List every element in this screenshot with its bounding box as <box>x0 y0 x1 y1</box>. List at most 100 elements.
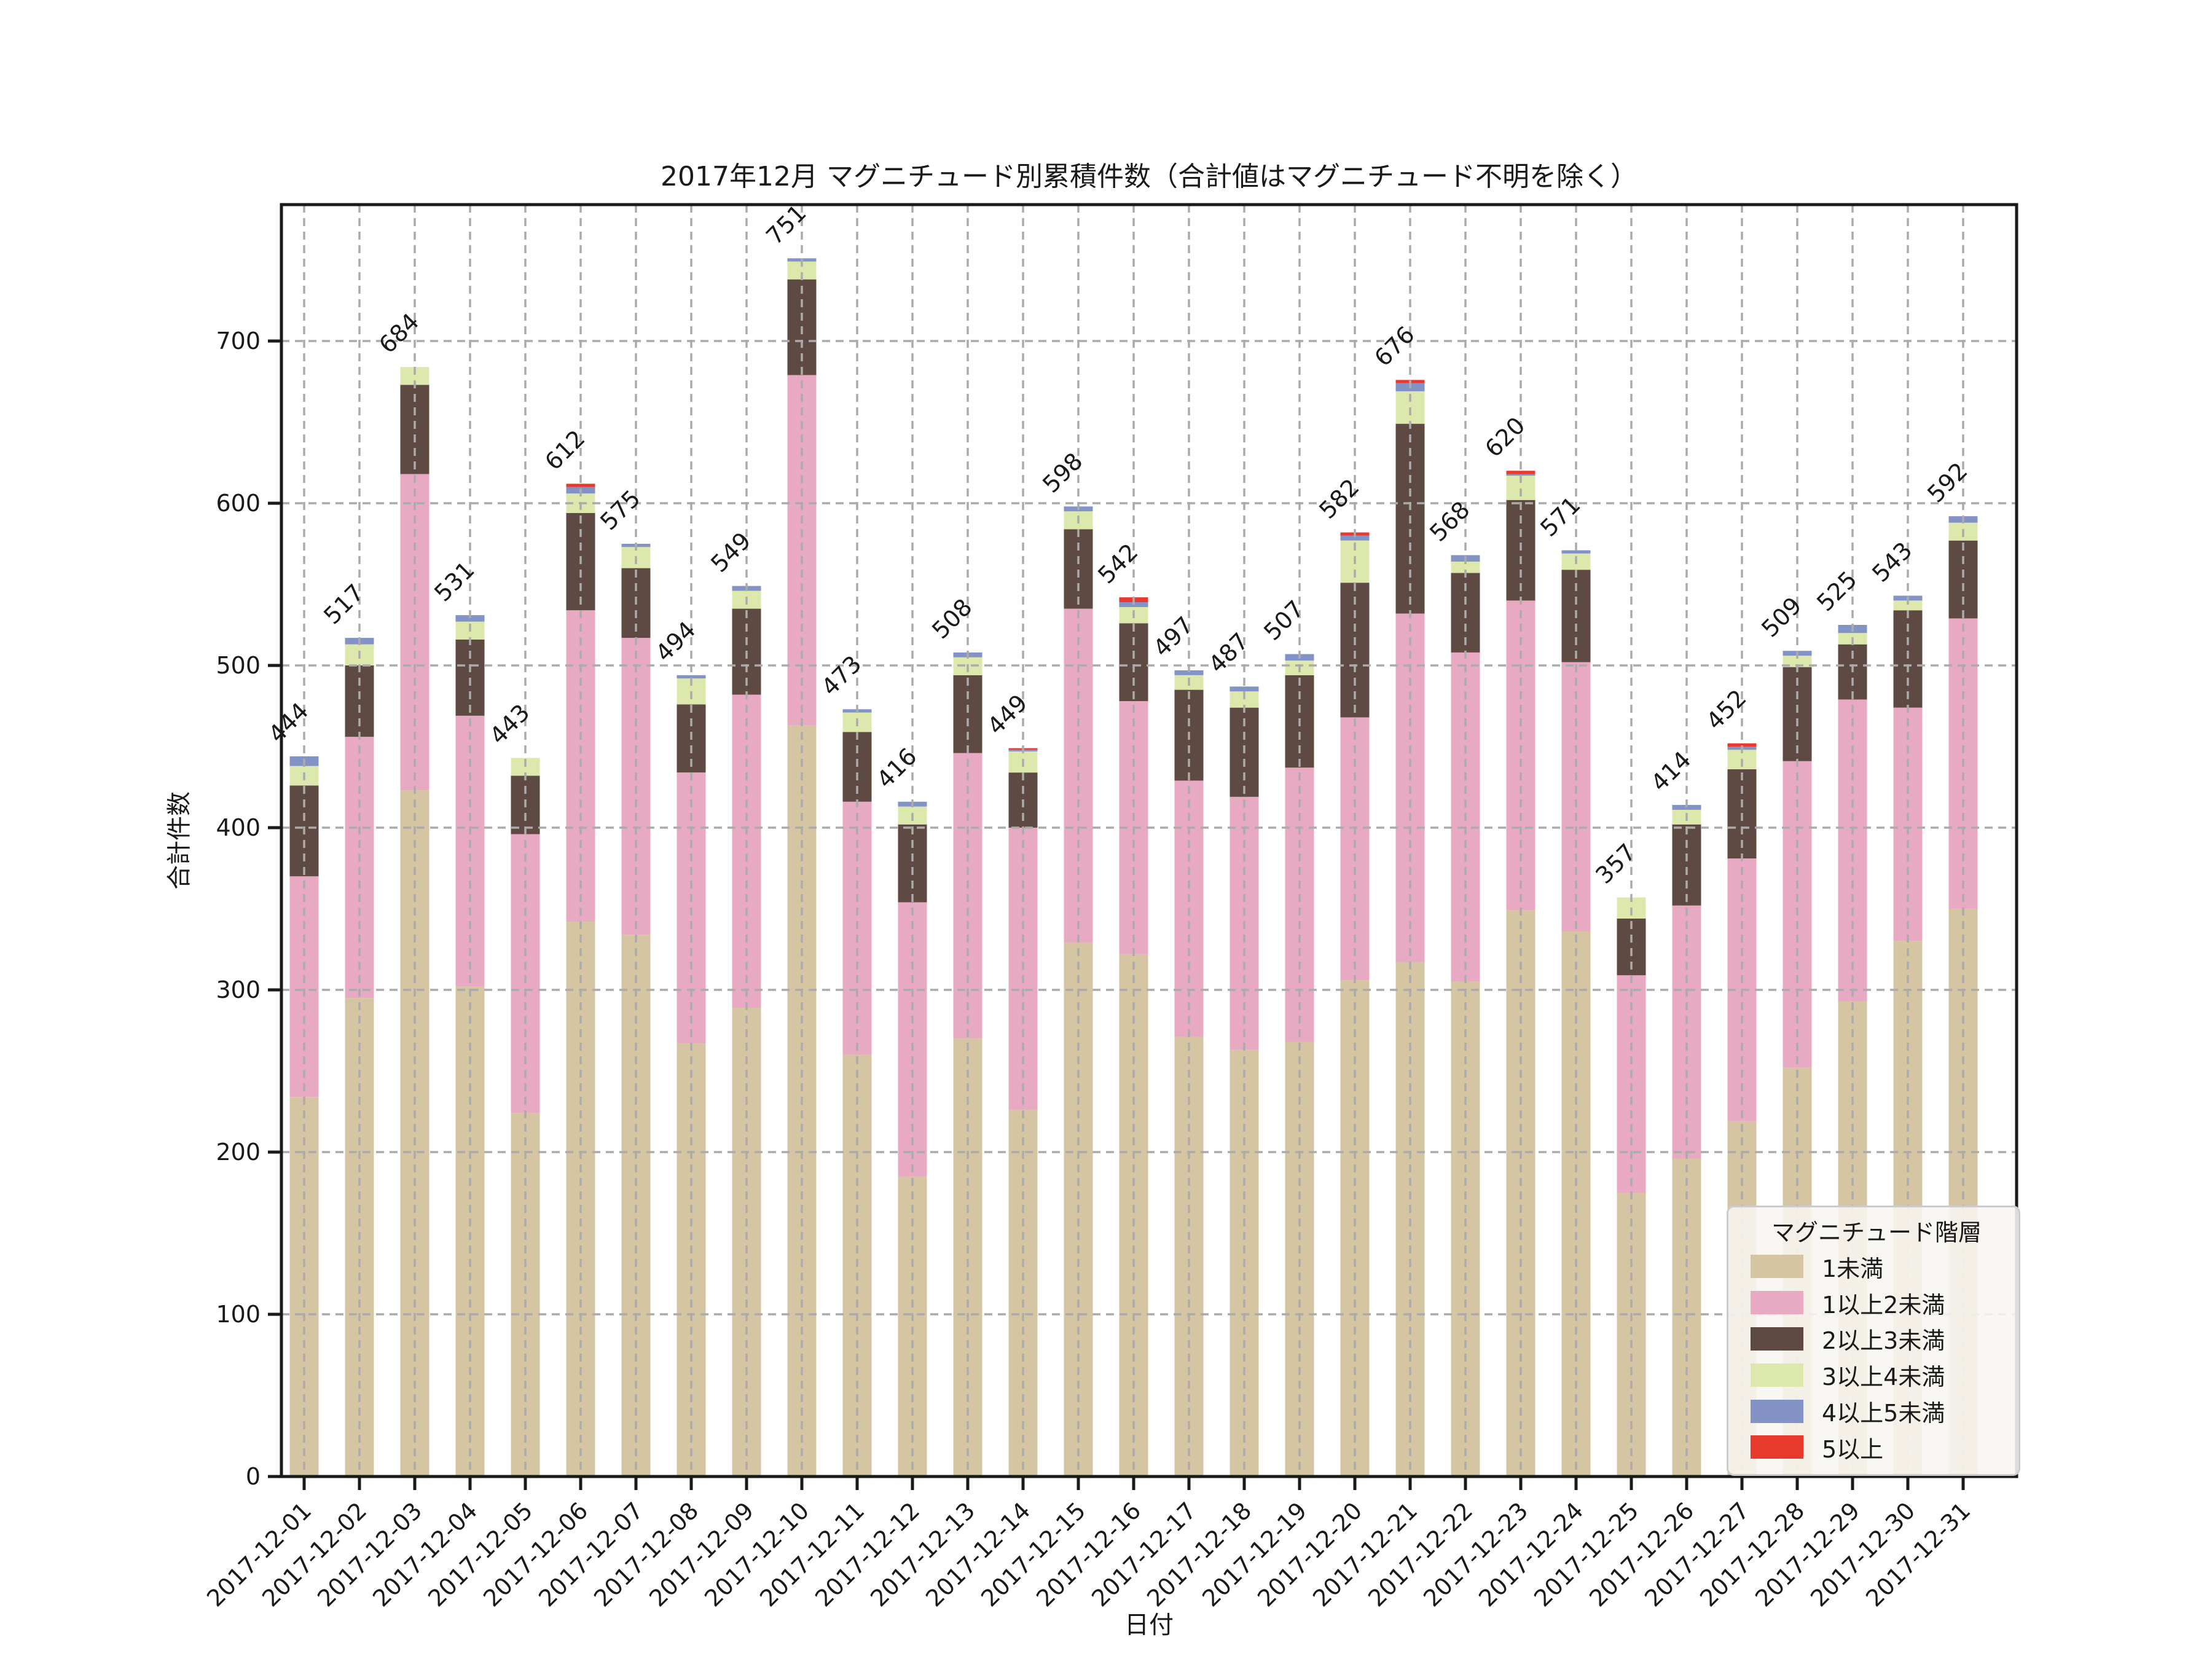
bar-segment <box>898 902 927 1177</box>
y-axis: 0 100 200 300 400 500 600 700 <box>216 327 281 1490</box>
y-axis-label: 合計件数 <box>165 791 194 890</box>
bar-segment <box>1893 707 1923 941</box>
bar-segment <box>1451 981 1480 1477</box>
bar-total-label: 676 <box>1369 321 1419 371</box>
bar-total-label: 357 <box>1590 838 1641 888</box>
legend-swatch-m5plus <box>1751 1435 1803 1459</box>
bar-total-label: 751 <box>761 199 811 249</box>
bar-total-label: 549 <box>705 527 756 578</box>
y-tick-label: 700 <box>216 327 261 355</box>
bar-total-label: 497 <box>1148 611 1198 662</box>
bar-segment <box>1064 529 1093 609</box>
bar-total-label: 517 <box>318 579 369 629</box>
legend-row: 1以上2未満 <box>1751 1286 2002 1320</box>
bar-segment <box>1451 562 1480 573</box>
legend-label: 4以上5未満 <box>1822 1400 1945 1427</box>
bar-2017-12-12 <box>898 801 927 1477</box>
bar-segment <box>1119 623 1148 702</box>
bar-2017-12-03 <box>400 367 429 1477</box>
bar-total-label: 531 <box>429 556 479 606</box>
legend-swatch-m3-4 <box>1751 1363 1803 1387</box>
y-tick-label: 500 <box>216 652 261 679</box>
bar-total-label: 612 <box>539 425 590 475</box>
bar-segment <box>1506 474 1535 476</box>
bar-segment <box>566 484 595 487</box>
plot-area: 0 100 200 300 400 500 600 700 2017-12-012017-12-… <box>202 199 2018 1612</box>
bar-segment <box>1285 767 1314 1042</box>
bar-total-label: 582 <box>1314 473 1364 524</box>
bar-segment <box>511 1113 540 1477</box>
y-tick-label: 600 <box>216 490 261 517</box>
bar-total-label: 598 <box>1037 447 1088 498</box>
y-tick-label: 100 <box>216 1301 261 1328</box>
bar-total-label: 507 <box>1258 595 1309 645</box>
bar-segment <box>1561 550 1591 554</box>
bar-segment <box>732 694 761 1008</box>
bar-2017-12-05 <box>511 758 540 1477</box>
bar-total-label: 684 <box>374 308 424 358</box>
bar-total-label: 542 <box>1092 538 1143 589</box>
legend-label: 1未満 <box>1822 1255 1884 1282</box>
legend-row: 2以上3未満 <box>1751 1322 2002 1355</box>
bar-segment <box>1340 535 1370 541</box>
bar-segment <box>1174 670 1204 675</box>
bar-total-label: 592 <box>1922 457 1972 508</box>
y-tick-label: 0 <box>246 1463 261 1490</box>
bar-total-label: 571 <box>1535 492 1585 542</box>
bar-2017-12-25 <box>1617 897 1646 1477</box>
bar-segment <box>1561 662 1591 931</box>
bar-total-label: 494 <box>650 616 700 667</box>
bar-total-label: 575 <box>595 485 645 535</box>
y-tick-label: 200 <box>216 1139 261 1166</box>
legend-swatch-m4-5 <box>1751 1399 1803 1423</box>
bar-segment <box>1727 743 1757 747</box>
bar-2017-12-24 <box>1561 550 1591 1477</box>
bar-total-label: 509 <box>1756 592 1806 642</box>
bar-segment <box>1174 1037 1204 1477</box>
bar-total-label: 525 <box>1811 566 1862 616</box>
legend-label: 2以上3未満 <box>1822 1327 1945 1355</box>
bar-total-label: 443 <box>484 699 535 749</box>
bar-segment <box>677 675 706 679</box>
legend-row: 5以上 <box>1751 1430 2002 1464</box>
bar-total-label: 416 <box>871 743 922 793</box>
legend-swatch-m2-3 <box>1751 1327 1803 1351</box>
bar-total-label: 449 <box>982 689 1032 740</box>
bar-segment <box>1783 656 1812 667</box>
bar-total-label: 444 <box>263 697 313 748</box>
bar-segment <box>1893 600 1923 611</box>
bar-segment <box>455 715 485 987</box>
bar-segment <box>1948 540 1978 619</box>
legend-label: 5以上 <box>1822 1435 1884 1463</box>
plot-spines <box>280 203 2018 1478</box>
legend-title: マグニチュード階層 <box>1771 1219 1982 1246</box>
bar-total-label: 452 <box>1701 684 1751 735</box>
bar-segment <box>400 790 429 1477</box>
legend-box: マグニチュード階層 1未満 1以上2未満 2以上3未満 3以上4未満 4以上5未… <box>1727 1206 2020 1476</box>
bar-segment <box>1672 824 1701 906</box>
bar-2017-12-23 <box>1506 471 1535 1477</box>
bar-total-label: 487 <box>1203 627 1253 678</box>
bar-total-label: 473 <box>816 650 866 700</box>
x-axis-label: 日付 <box>1124 1611 1174 1639</box>
bar-segment <box>1230 686 1259 692</box>
legend-row: 3以上4未満 <box>1751 1358 2002 1392</box>
bar-segment <box>898 824 927 903</box>
bar-segment <box>953 675 982 753</box>
legend-row: 4以上5未満 <box>1751 1394 2002 1428</box>
bar-segment <box>1506 600 1535 911</box>
legend-row: 1未満 <box>1751 1250 2002 1284</box>
chart-title: 2017年12月 マグニチュード別累積件数（合計値はマグニチュード不明を除く） <box>661 161 1637 192</box>
bar-total-label: 543 <box>1867 536 1917 587</box>
legend-swatch-m-lt1 <box>1751 1255 1803 1279</box>
x-axis: 2017-12-012017-12-022017-12-032017-12-04… <box>202 1477 1975 1612</box>
bar-total-label: 414 <box>1645 746 1696 796</box>
y-tick-label: 400 <box>216 814 261 841</box>
bar-segment <box>732 1008 761 1477</box>
legend-swatch-m1-2 <box>1751 1291 1803 1315</box>
legend-label: 1以上2未満 <box>1822 1291 1945 1319</box>
bar-segment <box>1506 471 1535 474</box>
bar-segment <box>455 615 485 622</box>
